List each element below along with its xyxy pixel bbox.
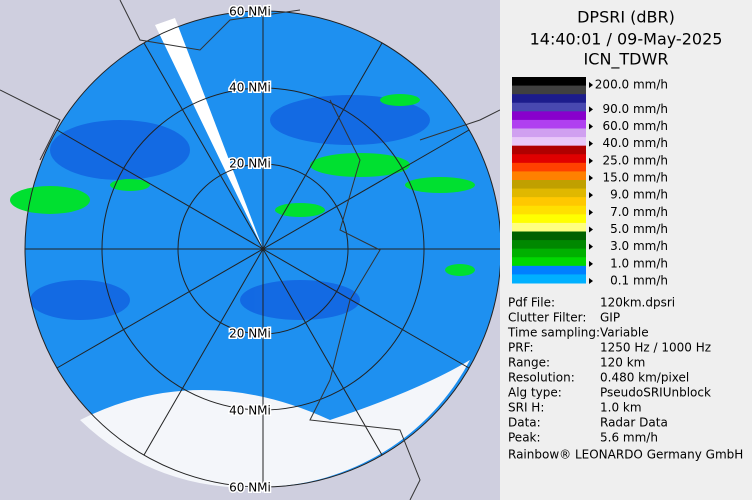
legend-swatch <box>512 265 586 275</box>
legend-arrow <box>589 140 593 147</box>
legend-label: 0.1 mm/h <box>610 274 668 288</box>
legend: 200.0 mm/h 90.0 mm/h 60.0 mm/h 40.0 mm/h 25.… <box>512 77 668 288</box>
legend-swatch <box>512 85 586 95</box>
legend-label: 60.0 mm/h <box>602 119 668 133</box>
legend-label: 5.0 mm/h <box>610 222 668 236</box>
site: ICN_TDWR <box>584 50 669 70</box>
legend-swatch <box>512 257 586 267</box>
info-table: Pdf File: 120km.dpsri Clutter Filter: GIPTi… <box>507 296 711 445</box>
legend-swatch <box>512 188 586 198</box>
footer: Rainbow® LEONARDO Germany GmbH <box>508 448 743 462</box>
info-value: 0.480 km/pixel <box>600 371 689 385</box>
ring-labels: 60 NMi 40 NMi 20 NMi 20 NMi 40 NMi 60 NMi <box>228 3 273 496</box>
legend-label: 15.0 mm/h <box>602 171 668 185</box>
info-key: PRF: <box>508 341 534 355</box>
legend-swatch <box>512 197 586 207</box>
legend-swatch <box>512 94 586 104</box>
legend-swatch <box>512 205 586 215</box>
info-key: Range: <box>508 356 550 370</box>
legend-label: 1.0 mm/h <box>610 256 668 270</box>
legend-swatch <box>512 231 586 241</box>
time: 14:40:01 / 09-May-2025 <box>530 30 723 49</box>
blocked-sector <box>155 18 263 249</box>
legend-label: 200.0 mm/h <box>595 78 668 92</box>
echo-green <box>10 94 475 276</box>
info-key: Resolution: <box>508 371 575 385</box>
legend-label: 9.0 mm/h <box>610 188 668 202</box>
legend-swatch <box>512 102 586 112</box>
ring-label: 40 NMi <box>229 81 271 95</box>
legend-label: 90.0 mm/h <box>602 102 668 116</box>
info-value: GIP <box>600 311 620 325</box>
info-value: 120 km <box>600 356 645 370</box>
legend-arrow <box>589 123 593 130</box>
borders <box>0 0 500 500</box>
info-value: 1.0 km <box>600 401 642 415</box>
info-value: Variable <box>600 326 649 340</box>
info-key: Time sampling: <box>507 326 600 340</box>
legend-swatch <box>512 162 586 172</box>
legend-arrow <box>589 106 593 113</box>
legend-swatch <box>512 137 586 147</box>
legend-swatch <box>512 145 586 155</box>
no-echo-area <box>80 360 470 488</box>
legend-swatch <box>512 128 586 138</box>
legend-swatch <box>512 248 586 258</box>
legend-swatch <box>512 274 586 284</box>
info-value: 120km.dpsri <box>600 296 675 310</box>
legend-label: 7.0 mm/h <box>610 205 668 219</box>
range-rings <box>24 10 500 488</box>
legend-arrow <box>589 260 593 267</box>
ring-label: 60 NMi <box>229 5 271 19</box>
title: DPSRI (dBR) <box>577 8 675 27</box>
legend-arrow <box>589 192 593 199</box>
ring-label: 40 NMi <box>229 404 271 418</box>
legend-swatch <box>512 111 586 121</box>
legend-label: 3.0 mm/h <box>610 239 668 253</box>
legend-swatch <box>512 214 586 224</box>
legend-swatch <box>512 222 586 232</box>
info-value: PseudoSRIUnblock <box>600 386 711 400</box>
legend-arrow <box>589 278 593 284</box>
legend-arrow <box>589 243 593 250</box>
info-key: SRI H: <box>508 401 544 415</box>
echo-dark <box>30 95 430 320</box>
info-value: Radar Data <box>600 416 668 430</box>
legend-label: 40.0 mm/h <box>602 136 668 150</box>
radar-image <box>0 0 500 500</box>
ring-label: 20 NMi <box>229 327 271 341</box>
info-key: Peak: <box>508 431 541 445</box>
ring-label: 20 NMi <box>229 157 271 171</box>
legend-swatch <box>512 154 586 164</box>
info-key: Pdf File: <box>508 296 555 310</box>
legend-arrow <box>589 82 593 88</box>
info-key: Alg type: <box>508 386 562 400</box>
legend-swatch <box>512 240 586 250</box>
info-value: 5.6 mm/h <box>600 431 658 445</box>
ring-label: 60 NMi <box>229 481 271 495</box>
legend-arrow <box>589 157 593 164</box>
legend-swatch <box>512 180 586 190</box>
legend-swatch <box>512 77 586 87</box>
legend-swatch <box>512 171 586 181</box>
legend-arrow <box>589 226 593 233</box>
info-key: Data: <box>508 416 541 430</box>
legend-arrow <box>589 209 593 216</box>
info-key: Clutter Filter: <box>508 311 586 325</box>
legend-arrow <box>589 175 593 181</box>
info-value: 1250 Hz / 1000 Hz <box>600 341 711 355</box>
legend-swatch <box>512 119 586 129</box>
legend-label: 25.0 mm/h <box>602 153 668 167</box>
